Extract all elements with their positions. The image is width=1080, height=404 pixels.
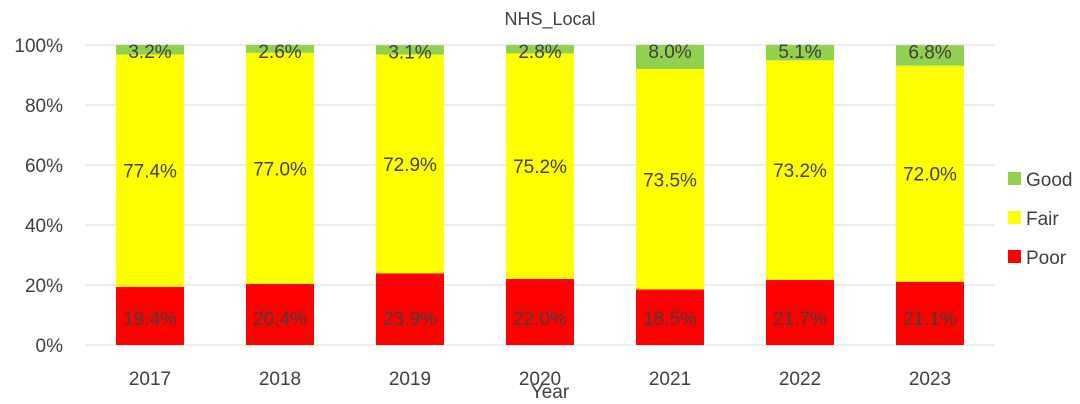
bar-segment-poor	[376, 273, 444, 345]
data-label-fair: 72.9%	[383, 155, 437, 176]
data-label-good: 5.1%	[778, 42, 821, 63]
data-label-fair: 75.2%	[513, 157, 567, 178]
bar-segment-good	[246, 45, 314, 53]
data-label-poor: 20.4%	[253, 309, 307, 330]
y-tick-label: 40%	[25, 216, 63, 237]
data-label-poor: 21.7%	[773, 309, 827, 330]
y-axis: 0% 20% 40% 60% 80% 100%	[14, 36, 63, 357]
x-axis: 2017 2018 2019 2020 2021 2022 2023	[129, 369, 951, 390]
chart-title: NHS_Local	[504, 9, 595, 30]
bar-segment-poor	[896, 281, 964, 345]
bar-segment-fair	[766, 60, 834, 280]
y-tick-label: 60%	[25, 156, 63, 177]
data-label-poor: 21.1%	[903, 309, 957, 330]
bar-segment-good	[376, 45, 444, 55]
x-tick-label: 2020	[519, 369, 561, 390]
legend: Good Fair Poor	[1008, 170, 1072, 269]
x-tick-label: 2019	[389, 369, 431, 390]
bar-segment-fair	[896, 65, 964, 282]
x-tick-label: 2023	[909, 369, 951, 390]
bar-segment-good	[636, 45, 704, 69]
bar-segment-good	[116, 45, 184, 55]
data-label-good: 8.0%	[648, 42, 691, 63]
bars	[116, 45, 964, 345]
data-label-fair: 77.4%	[123, 162, 177, 183]
data-label-fair: 73.2%	[773, 161, 827, 182]
x-tick-label: 2021	[649, 369, 691, 390]
legend-label-poor: Poor	[1026, 248, 1067, 269]
data-label-fair: 77.0%	[253, 159, 307, 180]
x-axis-title: Year	[531, 382, 570, 403]
x-tick-label: 2017	[129, 369, 171, 390]
bar-segment-poor	[636, 289, 704, 345]
x-tick-label: 2018	[259, 369, 301, 390]
x-tick-label: 2022	[779, 369, 821, 390]
bar-segment-poor	[246, 283, 314, 345]
data-label-poor: 19.4%	[123, 309, 177, 330]
bar-segment-good	[766, 45, 834, 61]
y-tick-label: 20%	[25, 276, 63, 297]
bar-segment-good	[896, 45, 964, 66]
y-tick-label: 0%	[36, 336, 64, 357]
bar-segment-fair	[376, 54, 444, 274]
data-label-fair: 73.5%	[643, 170, 697, 191]
data-label-good: 6.8%	[908, 42, 951, 63]
bar-segment-fair	[636, 69, 704, 290]
data-label-good: 2.8%	[518, 42, 561, 63]
data-labels: 19.4% 77.4% 3.2% 20.4% 77.0% 2.6% 23.9% 72.9% 3.…	[123, 42, 957, 330]
data-label-poor: 22.0%	[513, 309, 567, 330]
data-label-good: 3.2%	[128, 42, 171, 63]
y-tick-label: 100%	[14, 36, 63, 57]
data-label-fair: 72.0%	[903, 165, 957, 186]
bar-segment-poor	[506, 279, 574, 345]
bar-segment-good	[506, 45, 574, 54]
legend-swatch-good	[1008, 172, 1021, 185]
data-label-good: 3.1%	[388, 42, 431, 63]
bar-segment-fair	[246, 52, 314, 284]
data-label-poor: 18.5%	[643, 309, 697, 330]
legend-swatch-fair	[1008, 211, 1021, 224]
legend-label-fair: Fair	[1026, 209, 1059, 230]
legend-label-good: Good	[1026, 170, 1072, 191]
data-label-poor: 23.9%	[383, 309, 437, 330]
legend-swatch-poor	[1008, 250, 1021, 263]
y-tick-label: 80%	[25, 96, 63, 117]
bar-segment-fair	[116, 54, 184, 287]
data-label-good: 2.6%	[258, 42, 301, 63]
bar-segment-poor	[116, 286, 184, 345]
bar-segment-fair	[506, 53, 574, 280]
bar-segment-poor	[766, 279, 834, 345]
